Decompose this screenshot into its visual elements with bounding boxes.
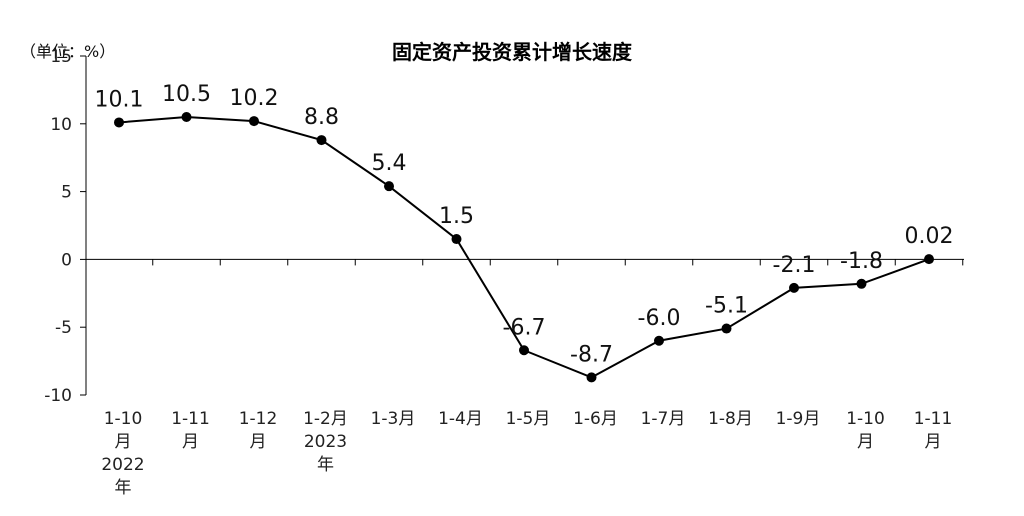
data-point bbox=[721, 323, 732, 334]
data-point bbox=[114, 117, 124, 128]
x-tick-label: 1-10 月 2022 年 bbox=[101, 409, 144, 498]
data-label: -2.1 bbox=[773, 253, 816, 278]
x-tick-label: 1-7月 bbox=[641, 409, 686, 429]
x-tick-label: 1-2月 2023 年 bbox=[303, 409, 348, 475]
x-tick-label: 1-4月 bbox=[438, 409, 483, 429]
data-label: 5.4 bbox=[372, 151, 407, 176]
data-point bbox=[181, 112, 192, 123]
data-label: 10.1 bbox=[95, 87, 144, 112]
x-tick-label: 1-12 月 bbox=[239, 409, 278, 452]
y-tick-label: 10 bbox=[50, 115, 72, 135]
data-point bbox=[924, 254, 934, 265]
x-tick-label: 1-9月 bbox=[776, 409, 821, 429]
x-tick-label: 1-3月 bbox=[371, 409, 416, 429]
x-tick-label: 1-11 月 bbox=[171, 409, 210, 452]
data-point bbox=[519, 345, 529, 356]
x-tick-label: 1-11 月 bbox=[914, 409, 953, 452]
data-label: -6.7 bbox=[503, 315, 546, 340]
y-tick-label: 0 bbox=[61, 250, 72, 270]
y-tick-label: 5 bbox=[61, 183, 72, 203]
data-point bbox=[384, 181, 394, 192]
chart-title: 固定资产投资累计增长速度 bbox=[392, 40, 632, 64]
data-point bbox=[451, 234, 462, 245]
x-tick-label: 1-5月 bbox=[506, 409, 551, 429]
data-label: -6.0 bbox=[638, 306, 681, 331]
data-label: -1.8 bbox=[840, 249, 883, 274]
data-label: 8.8 bbox=[304, 105, 339, 130]
data-point bbox=[654, 335, 664, 346]
data-point bbox=[856, 278, 867, 289]
data-point bbox=[586, 372, 597, 383]
data-point bbox=[789, 282, 799, 293]
data-point bbox=[316, 135, 327, 146]
data-label: 10.2 bbox=[230, 86, 279, 111]
data-label: -8.7 bbox=[570, 342, 613, 367]
data-point bbox=[249, 116, 259, 127]
data-label: 10.5 bbox=[162, 82, 211, 107]
unit-label: （单位：%） bbox=[20, 42, 116, 61]
data-label: -5.1 bbox=[705, 294, 748, 319]
data-label: 0.02 bbox=[905, 224, 954, 249]
x-tick-label: 1-10 月 bbox=[846, 409, 885, 452]
y-tick-label: 15 bbox=[50, 47, 72, 67]
y-tick-label: -10 bbox=[44, 386, 72, 406]
x-tick-label: 1-8月 bbox=[708, 409, 753, 429]
x-tick-label: 1-6月 bbox=[573, 409, 618, 429]
data-label: 1.5 bbox=[439, 204, 474, 229]
y-tick-label: -5 bbox=[55, 318, 72, 338]
